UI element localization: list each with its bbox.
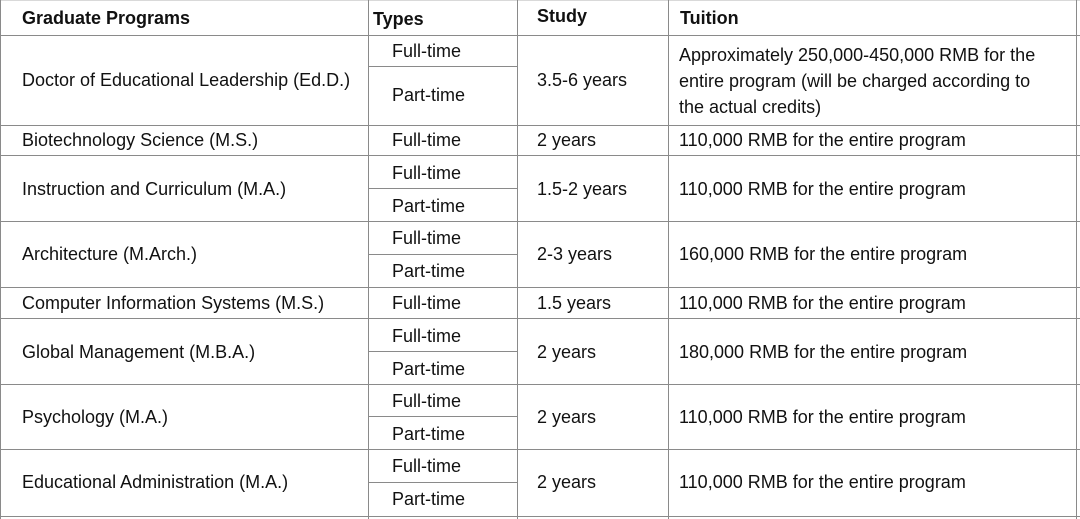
program-name: Doctor of Educational Leadership (Ed.D.) <box>22 70 351 90</box>
study-duration: 2 years <box>537 407 597 427</box>
tuition-text: 160,000 RMB for the entire program <box>679 244 968 264</box>
top-gridline <box>0 0 1080 1</box>
tuition-text: 110,000 RMB for the entire program <box>679 407 966 427</box>
type-divider <box>369 66 517 67</box>
type-divider <box>369 416 517 417</box>
row-divider <box>0 221 1080 222</box>
type-full-time: Full-time <box>392 326 462 346</box>
tuition-line: entire program (will be charged accordin… <box>679 71 1031 91</box>
type-part-time: Part-time <box>392 196 466 216</box>
col-divider <box>368 0 369 519</box>
tuition-text: 110,000 RMB for the entire program <box>679 293 966 313</box>
type-part-time: Part-time <box>392 424 466 444</box>
type-full-time: Full-time <box>392 163 462 183</box>
type-part-time: Part-time <box>392 261 466 281</box>
col-divider <box>1076 0 1077 519</box>
study-duration: 3.5-6 years <box>537 70 628 90</box>
row-divider <box>0 287 1080 288</box>
tuition-text: Approximately 250,000-450,000 RMB for th… <box>679 42 1079 120</box>
study-duration: 2 years <box>537 472 597 492</box>
tuition-text: 180,000 RMB for the entire program <box>679 342 968 362</box>
row-divider <box>0 155 1080 156</box>
row-divider <box>0 449 1080 450</box>
type-part-time: Part-time <box>392 489 466 509</box>
tuition-text: 110,000 RMB for the entire program <box>679 130 966 150</box>
col-divider <box>668 0 669 519</box>
row-divider <box>0 384 1080 385</box>
type-full-time: Full-time <box>392 41 462 61</box>
col-divider <box>517 0 518 519</box>
type-full-time: Full-time <box>392 293 462 313</box>
tuition-line: Approximately 250,000-450,000 RMB for th… <box>679 45 1036 65</box>
header-study: Study <box>537 6 588 26</box>
row-divider <box>0 318 1080 319</box>
header-tuition: Tuition <box>680 8 739 28</box>
program-name: Biotechnology Science (M.S.) <box>22 130 259 150</box>
type-divider <box>369 188 517 189</box>
program-name: Instruction and Curriculum (M.A.) <box>22 179 287 199</box>
row-divider <box>0 125 1080 126</box>
tuition-text: 110,000 RMB for the entire program <box>679 472 966 492</box>
type-part-time: Part-time <box>392 85 466 105</box>
tuition-text: 110,000 RMB for the entire program <box>679 179 966 199</box>
study-duration: 2 years <box>537 130 597 150</box>
study-duration: 2-3 years <box>537 244 613 264</box>
col-divider <box>0 0 1 519</box>
study-duration: 1.5 years <box>537 293 612 313</box>
type-full-time: Full-time <box>392 391 462 411</box>
type-full-time: Full-time <box>392 456 462 476</box>
header-types: Types <box>373 9 424 29</box>
type-full-time: Full-time <box>392 228 462 248</box>
row-divider <box>0 516 1080 517</box>
type-divider <box>369 254 517 255</box>
type-full-time: Full-time <box>392 130 462 150</box>
row-divider <box>0 35 1080 36</box>
program-name: Psychology (M.A.) <box>22 407 169 427</box>
program-name: Educational Administration (M.A.) <box>22 472 289 492</box>
program-name: Architecture (M.Arch.) <box>22 244 198 264</box>
study-duration: 2 years <box>537 342 597 362</box>
study-duration: 1.5-2 years <box>537 179 628 199</box>
type-divider <box>369 351 517 352</box>
tuition-line: the actual credits) <box>679 97 822 117</box>
program-name: Global Management (M.B.A.) <box>22 342 256 362</box>
header-programs: Graduate Programs <box>22 8 191 28</box>
type-divider <box>369 482 517 483</box>
type-part-time: Part-time <box>392 359 466 379</box>
program-name: Computer Information Systems (M.S.) <box>22 293 325 313</box>
